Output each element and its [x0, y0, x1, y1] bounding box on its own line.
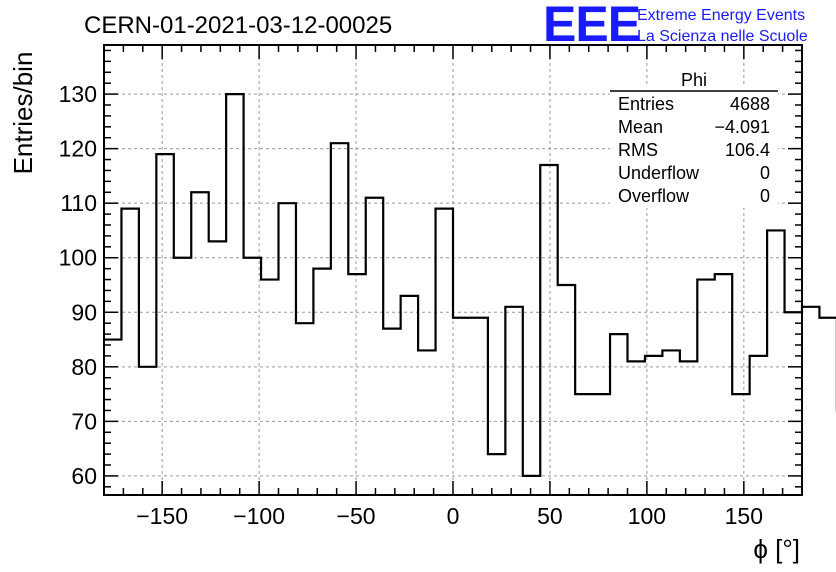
stats-value-underflow: 0	[760, 163, 770, 183]
eee-logo: EEE	[543, 0, 640, 52]
y-tick-label: 70	[71, 408, 97, 434]
stats-label-rms: RMS	[618, 140, 658, 160]
logo-line-2: La Scienza nelle Scuole	[637, 28, 808, 45]
x-tick-labels: −150 −100 −50 0 50 100 150	[136, 503, 763, 529]
x-tick-label: 150	[725, 503, 763, 529]
y-tick-label: 130	[59, 81, 97, 107]
stats-label-overflow: Overflow	[618, 186, 690, 206]
y-tick-label: 110	[60, 190, 97, 216]
y-tick-label: 120	[59, 136, 97, 162]
stats-label-entries: Entries	[618, 94, 674, 114]
y-tick-label: 100	[59, 245, 97, 271]
logo-line-1: Extreme Energy Events	[637, 7, 805, 24]
stats-box-background	[610, 86, 778, 208]
y-tick-label: 90	[71, 299, 97, 325]
y-tick-labels: 60 70 80 90 100 110 120 130	[59, 81, 97, 489]
stats-label-mean: Mean	[618, 117, 663, 137]
x-tick-label: −100	[233, 503, 285, 529]
y-tick-label: 80	[71, 354, 97, 380]
x-tick-label: −50	[337, 503, 376, 529]
y-axis-label: Entries/bin	[8, 52, 38, 175]
stats-value-entries: 4688	[730, 94, 770, 114]
x-axis-label: ϕ [°]	[753, 534, 800, 564]
stats-value-mean: −4.091	[714, 117, 770, 137]
x-tick-label: 50	[537, 503, 563, 529]
stats-box: Phi Entries 4688 Mean −4.091 RMS 106.4 U…	[610, 70, 778, 208]
stats-label-underflow: Underflow	[618, 163, 700, 183]
x-tick-label: 0	[447, 503, 460, 529]
histogram-outline	[104, 92, 836, 478]
plot-title: CERN-01-2021-03-12-00025	[84, 12, 392, 39]
plot-frame	[103, 44, 803, 496]
y-tick-label: 60	[71, 463, 97, 489]
x-tick-label: −150	[136, 503, 188, 529]
stats-value-overflow: 0	[760, 186, 770, 206]
x-tick-label: 100	[628, 503, 666, 529]
stats-box-title: Phi	[681, 70, 707, 90]
axis-ticks	[103, 45, 803, 495]
stats-value-rms: 106.4	[725, 140, 770, 160]
